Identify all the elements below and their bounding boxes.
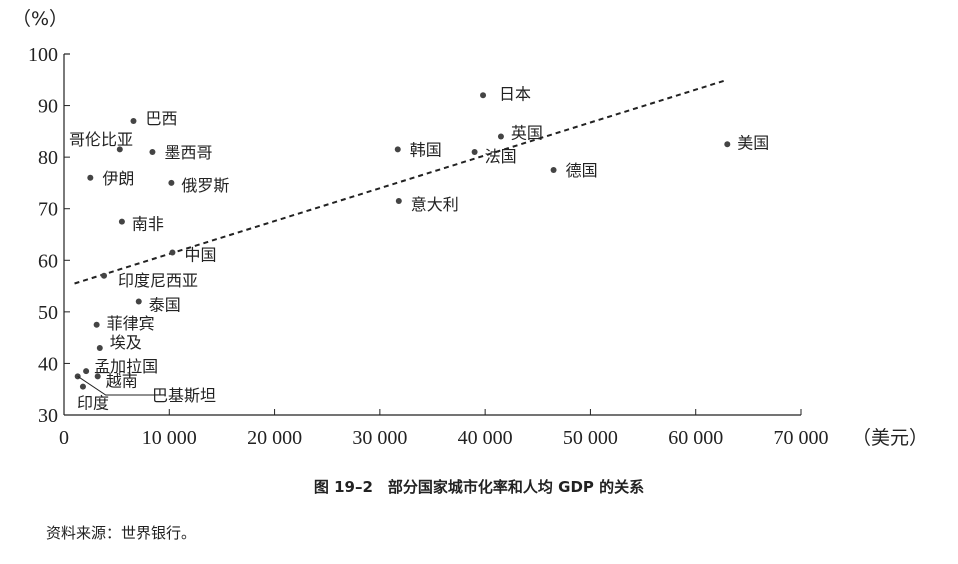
y-tick-label: 90	[38, 96, 58, 118]
data-point	[480, 92, 487, 99]
trendline-group	[74, 78, 728, 285]
data-point	[168, 179, 175, 186]
axes: 30 40 50 60 70 80 90 100 0 10 000 20 000 30 000 40 0…	[12, 8, 928, 449]
y-tick-label: 80	[38, 147, 58, 169]
point-label: 日本	[499, 84, 531, 103]
data-point	[394, 146, 401, 153]
point-label: 菲律宾	[107, 314, 155, 333]
y-tick-label: 70	[38, 199, 58, 221]
data-point	[550, 167, 557, 174]
y-tick-label: 40	[38, 353, 58, 375]
data-point	[118, 218, 125, 225]
point-label: 越南	[106, 371, 138, 390]
trendline	[74, 78, 728, 285]
x-tick-label: 70 000	[774, 427, 829, 449]
x-tick-label: 10 000	[142, 427, 197, 449]
point-label: 南非	[132, 215, 164, 234]
point-label: 法国	[485, 147, 517, 166]
point-label: 意大利	[411, 195, 459, 214]
source-note: 资料来源：世界银行。	[46, 524, 197, 542]
x-tick-label: 60 000	[668, 427, 723, 449]
point-label: 中国	[184, 246, 216, 265]
x-axis-unit: （美元）	[852, 427, 928, 449]
data-point	[116, 146, 123, 153]
point-label: 巴西	[145, 109, 177, 128]
point-label: 韩国	[410, 140, 442, 159]
point-label: 巴基斯坦	[152, 386, 216, 405]
data-point	[724, 141, 731, 148]
point-label: 泰国	[149, 296, 181, 315]
data-point	[101, 272, 108, 279]
data-point	[135, 298, 142, 305]
data-point	[471, 148, 478, 155]
data-point	[169, 249, 176, 256]
data-point	[395, 197, 402, 204]
x-tick-label: 20 000	[247, 427, 302, 449]
point-label: 哥伦比亚	[69, 130, 133, 149]
point-label: 英国	[511, 124, 543, 143]
y-tick-label: 50	[38, 302, 58, 324]
y-tick-label: 60	[38, 250, 58, 272]
y-tick-label: 30	[38, 405, 58, 427]
point-label: 墨西哥	[164, 143, 212, 162]
data-point	[93, 321, 100, 328]
point-label: 孟加拉国	[94, 357, 158, 376]
point-label: 埃及	[110, 333, 142, 352]
point-label: 俄罗斯	[181, 176, 229, 195]
figure-caption: 图 19–2 部分国家城市化率和人均 GDP 的关系	[313, 478, 645, 496]
data-point	[87, 174, 94, 181]
y-axis-unit: （%）	[12, 8, 68, 30]
y-tick-label: 100	[28, 44, 58, 66]
x-tick-label: 30 000	[352, 427, 407, 449]
point-label: 美国	[737, 133, 769, 152]
data-points	[74, 92, 731, 390]
x-tick-label: 40 000	[458, 427, 513, 449]
data-point	[96, 344, 103, 351]
x-tick-label: 50 000	[563, 427, 618, 449]
data-point	[94, 373, 101, 380]
point-label: 德国	[566, 161, 598, 180]
data-point	[149, 148, 156, 155]
data-point	[497, 133, 504, 140]
data-point	[79, 383, 86, 390]
data-point	[130, 118, 137, 125]
x-tick-label: 0	[59, 427, 69, 449]
leader-line	[77, 375, 166, 396]
point-label: 伊朗	[102, 169, 134, 188]
point-label: 印度尼西亚	[118, 271, 198, 290]
scatter-chart: 30 40 50 60 70 80 90 100 0 10 000 20 000 30 000 40 0…	[12, 8, 928, 449]
data-point	[83, 368, 90, 375]
point-label: 印度	[77, 394, 109, 413]
